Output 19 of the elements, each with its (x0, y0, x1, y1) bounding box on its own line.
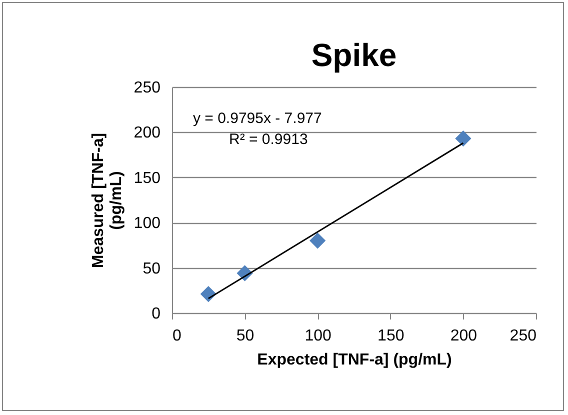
y-tick-label: 0 (152, 306, 161, 322)
point (455, 130, 472, 147)
y-tick-label: 200 (134, 124, 161, 142)
y-tick-label: 150 (134, 170, 161, 187)
x-axis-title: Expected [TNF-a] (pg/mL) (257, 352, 452, 368)
x-tick-label: 100 (304, 328, 332, 344)
annotation: y = 0.9795x - 7.977 (193, 110, 322, 127)
y-tick-label: 100 (134, 215, 161, 232)
y-axis-title: Measured [TNF-a] (pg/mL) (90, 132, 125, 268)
y-tick-label: 50 (142, 260, 161, 278)
x-tick-label: 250 (510, 328, 537, 344)
x-tick-label: 0 (172, 328, 182, 344)
x-tick-label: 200 (450, 328, 478, 344)
chart-title: Spike (311, 37, 397, 73)
x-tick-label: 150 (378, 328, 404, 344)
annotation: R² = 0.9913 (229, 131, 308, 148)
y-tick-label: 250 (134, 80, 161, 96)
x-tick-label: 50 (236, 328, 254, 344)
point (310, 232, 326, 249)
